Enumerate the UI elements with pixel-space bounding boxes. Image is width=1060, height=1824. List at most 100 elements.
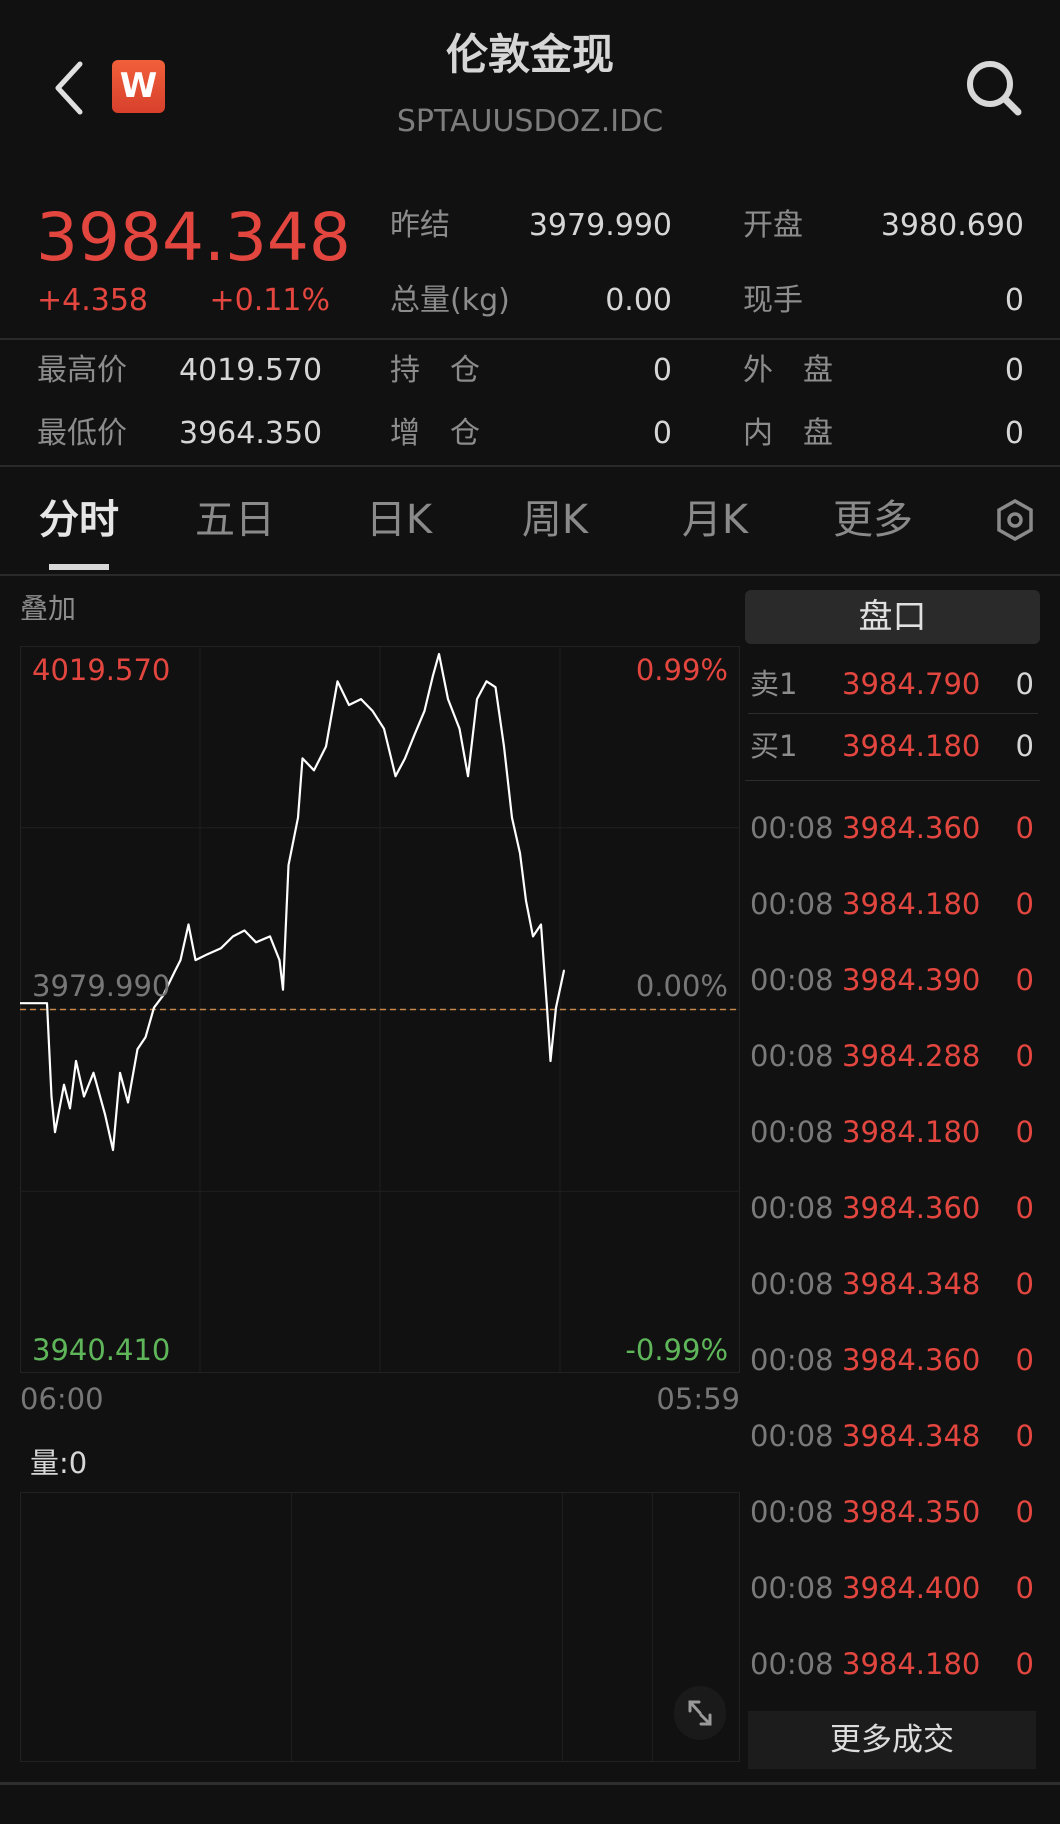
ask-qty: 0	[1015, 667, 1034, 701]
trade-price: 3984.348	[842, 1419, 981, 1453]
trade-time: 00:08	[750, 1419, 834, 1453]
field-value: 0	[652, 353, 672, 388]
price-change-percent: +0.11%	[209, 283, 330, 318]
field-label: 现手	[743, 283, 803, 318]
trade-qty: 0	[1015, 1115, 1034, 1149]
field-value: 0.00	[605, 283, 672, 318]
bid-row: 买1 3984.180 0	[748, 726, 1038, 766]
price-point	[467, 775, 469, 778]
price-point	[438, 653, 440, 655]
grid-line	[562, 1493, 563, 1761]
price-point	[153, 1006, 155, 1009]
price-point	[458, 727, 461, 730]
trade-row: 00:08 3984.180 0	[748, 1112, 1038, 1152]
price-point	[144, 1036, 147, 1039]
volume-label: 量:0	[30, 1446, 88, 1480]
trade-time: 00:08	[750, 1343, 834, 1377]
chart-settings-button[interactable]	[996, 498, 1034, 542]
price-point	[371, 710, 374, 712]
divider	[0, 338, 1060, 340]
trade-qty: 0	[1015, 1647, 1034, 1681]
overlay-button[interactable]: 叠加	[20, 592, 77, 625]
divider	[0, 574, 1060, 576]
divider	[748, 713, 1038, 714]
tab-daily-k[interactable]: 日K	[365, 497, 433, 543]
price-point	[532, 935, 534, 938]
trade-price: 3984.180	[842, 1115, 981, 1149]
trade-time: 00:08	[750, 1039, 834, 1073]
logo-letter: W	[119, 66, 158, 106]
price-point	[75, 1060, 77, 1062]
field-value: 3979.990	[528, 208, 672, 243]
trade-qty: 0	[1015, 1343, 1034, 1377]
price-point	[232, 935, 234, 938]
trade-price: 3984.390	[842, 963, 981, 997]
price-point	[325, 745, 327, 748]
tab-five-day[interactable]: 五日	[195, 497, 275, 543]
price-point	[46, 1002, 48, 1005]
price-point	[394, 775, 397, 778]
trade-time: 00:08	[750, 887, 834, 921]
app-logo-icon: W	[112, 60, 165, 113]
price-point	[282, 988, 284, 991]
trade-row: 00:08 3984.348 0	[748, 1264, 1038, 1304]
ask-row: 卖1 3984.790 0	[748, 664, 1038, 704]
price-point	[413, 733, 416, 736]
price-point	[511, 816, 513, 819]
price-point	[555, 1006, 557, 1009]
price-point	[173, 971, 176, 973]
price-point	[83, 1095, 85, 1098]
volume-chart	[20, 1492, 740, 1762]
expand-arrows-icon	[688, 1700, 712, 1726]
price-point	[220, 947, 222, 950]
back-button[interactable]	[48, 58, 92, 118]
orderbook-button[interactable]: 盘口	[745, 590, 1040, 644]
bid-qty: 0	[1015, 729, 1034, 763]
trade-price: 3984.360	[842, 1191, 981, 1225]
pct-label-zero: 0.00%	[635, 969, 728, 1003]
grid-line	[291, 1493, 292, 1761]
tab-monthly-k[interactable]: 月K	[681, 497, 749, 543]
last-price: 3984.348	[36, 199, 351, 276]
price-point	[313, 769, 315, 772]
settings-hexagon-icon	[997, 498, 1033, 542]
price-point	[69, 1107, 71, 1110]
expand-chart-button[interactable]	[674, 1686, 726, 1740]
field-value: 3964.350	[179, 416, 323, 451]
trade-qty: 0	[1015, 811, 1034, 845]
field-label: 增 仓	[390, 416, 480, 451]
price-point	[519, 852, 521, 855]
pct-label-low: -0.99%	[625, 1333, 728, 1367]
price-point	[423, 710, 426, 712]
ask-price: 3984.790	[842, 667, 981, 701]
search-button[interactable]	[962, 56, 1026, 120]
trade-price: 3984.350	[842, 1495, 981, 1529]
trade-row: 00:08 3984.288 0	[748, 1036, 1038, 1076]
price-point	[136, 1048, 139, 1050]
field-value: 0	[1004, 353, 1024, 388]
tab-intraday[interactable]: 分时	[39, 497, 119, 543]
trade-qty: 0	[1015, 1267, 1034, 1301]
price-point	[360, 698, 362, 700]
price-point	[194, 959, 197, 961]
more-trades-button[interactable]: 更多成交	[748, 1711, 1036, 1769]
trade-price: 3984.400	[842, 1571, 981, 1605]
field-label: 内 盘	[743, 416, 833, 451]
price-point	[549, 1060, 552, 1062]
tab-weekly-k[interactable]: 周K	[521, 497, 589, 543]
tab-more[interactable]: 更多	[833, 497, 913, 543]
trade-time: 00:08	[750, 1647, 834, 1681]
instrument-code: SPTAUUSDOZ.IDC	[396, 104, 664, 139]
price-point	[432, 674, 434, 677]
price-point	[112, 1149, 114, 1151]
field-label: 开盘	[743, 208, 803, 243]
trade-qty: 0	[1015, 1419, 1034, 1453]
price-point	[255, 941, 257, 944]
trade-time: 00:08	[750, 1267, 834, 1301]
price-point	[127, 1101, 129, 1104]
trade-qty: 0	[1015, 887, 1034, 921]
field-label: 外 盘	[743, 353, 833, 388]
field-value: 3980.690	[880, 208, 1024, 243]
trade-price: 3984.348	[842, 1267, 981, 1301]
trade-row: 00:08 3984.180 0	[748, 1644, 1038, 1684]
